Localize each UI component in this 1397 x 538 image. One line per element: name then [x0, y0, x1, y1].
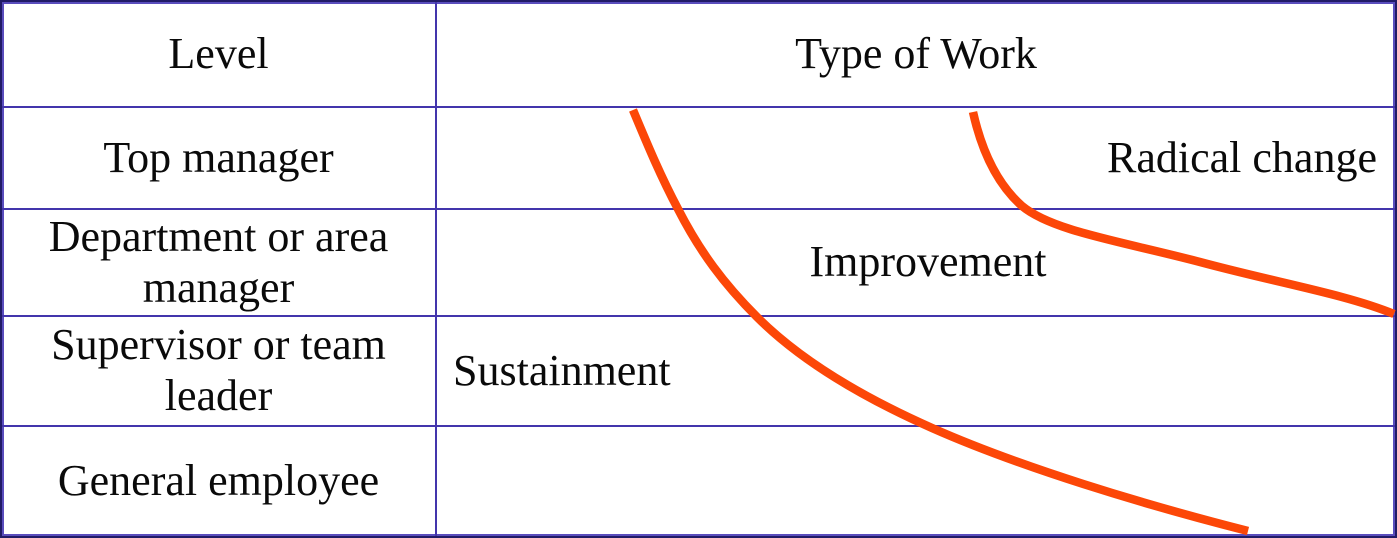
work-cell-row-general-employee: [437, 427, 1395, 536]
level-label-general-employee: General employee: [57, 456, 380, 506]
work-cell-row-department-manager: Improvement: [437, 210, 1395, 317]
level-cell-general-employee: General employee: [2, 427, 437, 536]
work-cell-row-top-manager: Radical change: [437, 108, 1395, 210]
level-label-department-or-area-manager: Department or area manager: [48, 211, 389, 312]
work-cell-row-supervisor: Sustainment: [437, 317, 1395, 427]
header-level-label: Level: [168, 28, 269, 78]
level-cell-supervisor-or-team-leader: Supervisor or team leader: [2, 317, 437, 427]
header-type-of-work-label: Type of Work: [795, 28, 1037, 78]
header-cell-type-of-work: Type of Work: [437, 2, 1395, 108]
level-label-top-manager: Top manager: [103, 132, 334, 182]
work-type-label-sustainment: Sustainment: [453, 345, 671, 395]
level-cell-department-or-area-manager: Department or area manager: [2, 210, 437, 317]
work-type-label-radical-change: Radical change: [1107, 132, 1377, 182]
level-label-supervisor-or-team-leader: Supervisor or team leader: [51, 320, 386, 420]
level-cell-top-manager: Top manager: [2, 108, 437, 210]
header-cell-level: Level: [2, 2, 437, 108]
work-type-label-improvement: Improvement: [809, 237, 1047, 287]
